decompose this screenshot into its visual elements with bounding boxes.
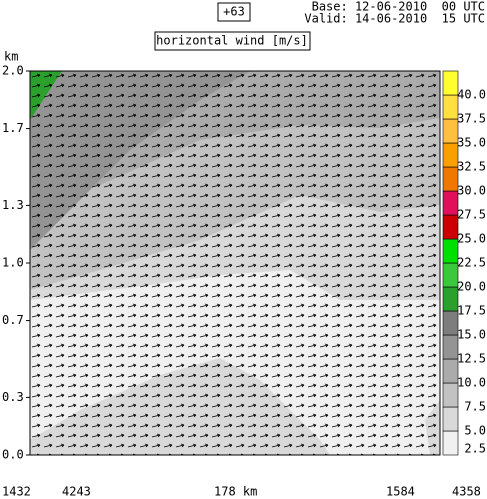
colorbar-label: 7.5	[464, 400, 486, 414]
colorbar-label: 20.0	[457, 280, 486, 294]
x-label: 4358	[452, 485, 481, 499]
colorbar-box	[442, 238, 459, 264]
chart-title: horizontal wind [m/s]	[156, 34, 308, 48]
x-label: 1584	[386, 485, 415, 499]
y-tick-label: 2.0	[2, 64, 24, 78]
x-label: 1432	[2, 485, 31, 499]
colorbar-box	[442, 94, 459, 120]
colorbar-label: 30.0	[457, 184, 486, 198]
colorbar-label: 35.0	[457, 136, 486, 150]
colorbar-label: 27.5	[457, 208, 486, 222]
colorbar-label: 17.5	[457, 304, 486, 318]
y-tick-label: 0.3	[2, 390, 24, 404]
colorbar-box	[442, 118, 459, 144]
title-box	[154, 31, 311, 51]
run-box	[217, 2, 251, 22]
colorbar-box	[442, 358, 459, 384]
colorbar-label: 5.0	[464, 424, 486, 438]
colorbar-box	[442, 334, 459, 360]
colorbar-box	[442, 166, 459, 192]
base-time: Base: 12-06-2010 00 UTC	[312, 0, 485, 14]
y-tick-label: 0.7	[2, 313, 24, 327]
colorbar-label: 22.5	[457, 256, 486, 270]
colorbar-label: 37.5	[457, 112, 486, 126]
y-axis-label: km	[4, 50, 18, 64]
contours	[29, 70, 441, 456]
colorbar-box	[442, 190, 459, 216]
colorbar-label: 40.0	[457, 88, 486, 102]
colorbar-box	[442, 310, 459, 336]
colorbar-box	[442, 70, 459, 96]
colorbar-box	[442, 214, 459, 240]
x-label: 178 km	[214, 485, 257, 499]
x-label: 4243	[62, 485, 91, 499]
colorbar-box	[442, 406, 459, 432]
colorbar-label: 25.0	[457, 232, 486, 246]
colorbar-label: 2.5	[464, 442, 486, 456]
colorbar-label: 32.5	[457, 160, 486, 174]
y-tick-label: 1.0	[2, 256, 24, 270]
run-label: +63	[223, 5, 245, 19]
colorbar-label: 12.5	[457, 352, 486, 366]
colorbar-box	[442, 430, 459, 456]
colorbar-box	[442, 286, 459, 312]
y-tick-label: 1.3	[2, 198, 24, 212]
colorbar-box	[442, 142, 459, 168]
colorbar-label: 10.0	[457, 376, 486, 390]
y-tick-label: 0.0	[2, 448, 24, 462]
colorbar-box	[442, 262, 459, 288]
y-tick-label: 1.7	[2, 121, 24, 135]
colorbar-box	[442, 382, 459, 408]
colorbar-label: 15.0	[457, 328, 486, 342]
valid-time: Valid: 14-06-2010 15 UTC	[304, 12, 485, 26]
